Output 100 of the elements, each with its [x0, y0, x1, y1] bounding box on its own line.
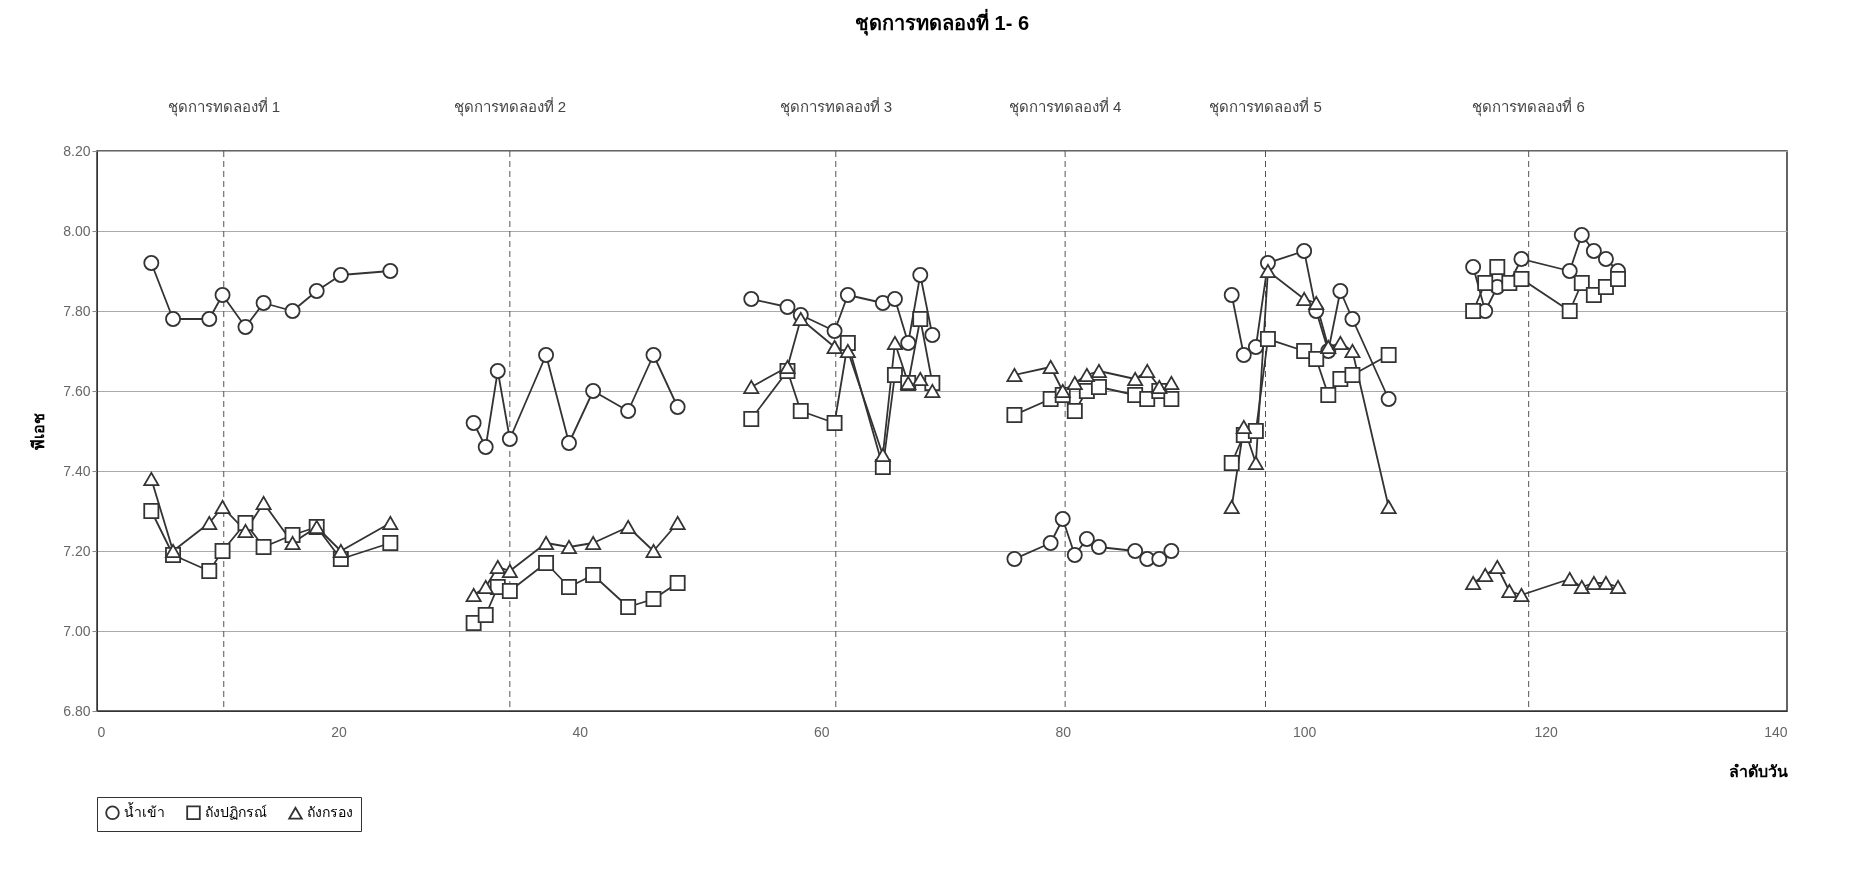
- point: [255, 495, 272, 511]
- point: [1477, 275, 1494, 291]
- point: [874, 447, 891, 463]
- y-axis-title: พีเอช: [29, 413, 48, 450]
- point: [489, 363, 506, 379]
- point: [538, 535, 555, 551]
- point: [1465, 575, 1482, 591]
- point: [1090, 379, 1107, 395]
- point: [645, 347, 662, 363]
- point: [874, 295, 891, 311]
- point: [1465, 303, 1482, 319]
- point: [792, 403, 809, 419]
- ref-line-label: ชุดการทดลองที่ 5: [1209, 96, 1322, 117]
- point: [501, 583, 518, 599]
- point: [1561, 303, 1578, 319]
- point: [620, 519, 637, 535]
- x-tick-label: 40: [572, 723, 589, 740]
- point: [645, 591, 662, 607]
- point: [143, 471, 160, 487]
- point: [1513, 587, 1530, 603]
- point: [284, 535, 301, 551]
- point: [1573, 275, 1590, 291]
- point: [585, 535, 602, 551]
- point: [912, 371, 929, 387]
- point: [332, 267, 349, 283]
- legend-label: ถังปฏิกรณ์: [205, 803, 267, 820]
- point: [1054, 383, 1071, 399]
- legend-label: น้ำเข้า: [124, 801, 165, 820]
- point: [1344, 343, 1361, 359]
- chart-title: ชุดการทดลองที่ 1- 6: [854, 8, 1030, 36]
- point: [165, 543, 182, 559]
- point: [1223, 287, 1240, 303]
- point: [826, 323, 843, 339]
- point: [1247, 339, 1264, 355]
- point: [886, 335, 903, 351]
- point: [839, 287, 856, 303]
- point: [1235, 347, 1252, 363]
- point: [477, 607, 494, 623]
- point: [1489, 259, 1506, 275]
- point: [214, 287, 231, 303]
- point: [489, 559, 506, 575]
- point: [669, 399, 686, 415]
- point: [1163, 391, 1180, 407]
- point: [143, 503, 160, 519]
- point: [1597, 251, 1614, 267]
- point: [1054, 511, 1071, 527]
- point: [924, 383, 941, 399]
- point: [561, 435, 577, 451]
- point: [1259, 331, 1276, 347]
- point: [143, 255, 160, 271]
- point: [1597, 575, 1614, 591]
- point: [1320, 339, 1337, 355]
- point: [1380, 347, 1397, 363]
- point: [1332, 335, 1349, 351]
- point: [1090, 539, 1107, 555]
- point: [382, 535, 399, 551]
- point: [779, 299, 796, 315]
- point: [645, 543, 662, 559]
- y-tick-label: 7.20: [63, 542, 91, 559]
- point: [743, 291, 760, 307]
- x-tick-label: 100: [1292, 723, 1317, 740]
- point: [743, 411, 760, 427]
- point: [1006, 367, 1023, 383]
- point: [1127, 543, 1144, 559]
- point: [237, 319, 254, 335]
- point: [561, 579, 577, 595]
- y-tick-label: 7.60: [63, 382, 91, 399]
- point: [1066, 547, 1083, 563]
- point: [1344, 311, 1361, 327]
- point: [332, 543, 349, 559]
- ref-line-label: ชุดการทดลองที่ 2: [453, 96, 567, 117]
- point: [1066, 375, 1083, 391]
- point: [1042, 359, 1059, 375]
- point: [538, 347, 555, 363]
- point: [1501, 583, 1518, 599]
- point: [826, 339, 843, 355]
- point: [1078, 367, 1095, 383]
- point: [1513, 251, 1530, 267]
- point: [501, 563, 518, 579]
- point: [1247, 455, 1264, 471]
- point: [620, 403, 637, 419]
- point: [669, 575, 686, 591]
- point: [501, 431, 518, 447]
- point: [1489, 559, 1506, 575]
- point: [792, 311, 809, 327]
- point: [1139, 363, 1156, 379]
- point: [1090, 363, 1107, 379]
- y-tick-label: 7.80: [63, 302, 91, 319]
- point: [743, 379, 760, 395]
- point: [308, 283, 325, 299]
- point: [1513, 271, 1530, 287]
- point: [1477, 567, 1494, 583]
- point: [1127, 371, 1144, 387]
- point: [214, 543, 231, 559]
- point: [1320, 387, 1337, 403]
- point: [1380, 499, 1397, 515]
- x-tick-label: 60: [814, 723, 830, 740]
- point: [826, 415, 843, 431]
- point: [465, 415, 482, 431]
- point: [1465, 259, 1482, 275]
